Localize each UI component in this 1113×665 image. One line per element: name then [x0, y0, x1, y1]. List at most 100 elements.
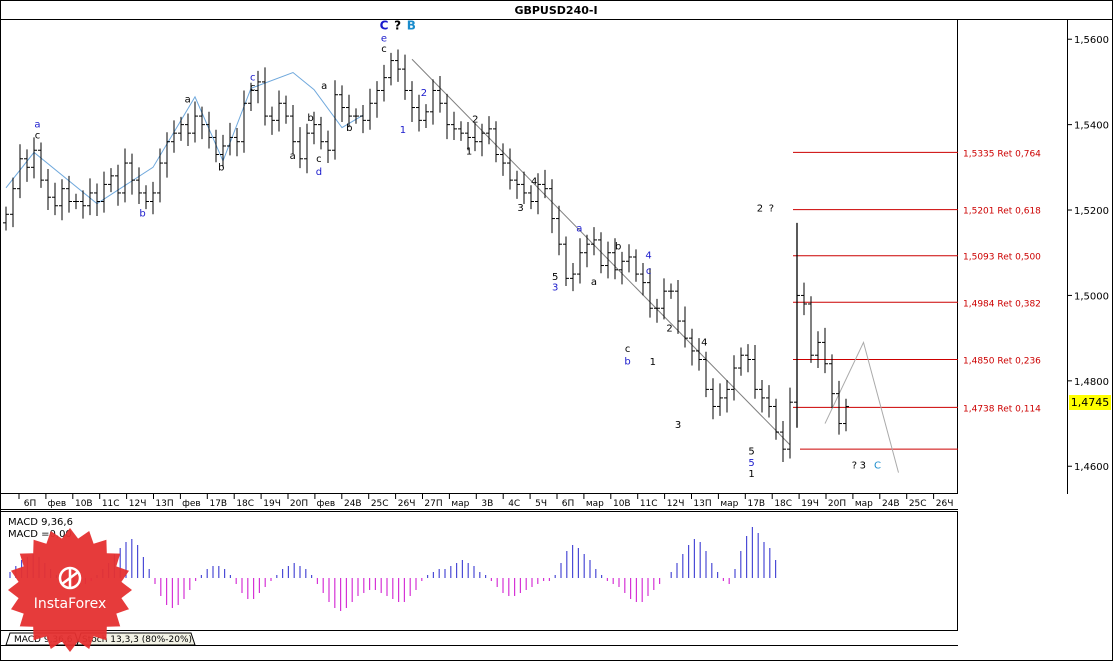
price-bar	[213, 129, 219, 163]
price-bar	[94, 183, 100, 217]
wave-label: 5	[748, 458, 754, 469]
tab-stoch[interactable]: Stoch 13,3,3 (80%-20%)	[82, 635, 192, 645]
wave-label: d	[316, 167, 322, 178]
price-bar	[710, 378, 716, 420]
macd-label: MACD 9,36,6	[8, 517, 73, 528]
wave-label: c	[316, 154, 322, 165]
time-tick-label: 4С	[508, 499, 520, 509]
price-bar	[836, 380, 842, 435]
price-bar	[297, 127, 303, 169]
time-tick-label: фев	[48, 499, 67, 509]
price-bar	[528, 185, 534, 210]
price-tick-label: 1,5600	[1074, 35, 1109, 46]
tab-macd[interactable]: MACD 9,36,6	[14, 635, 73, 645]
price-bar	[542, 169, 548, 199]
wave-label: ?	[852, 460, 857, 471]
wave-label: B	[407, 18, 416, 32]
wave-label: b	[615, 241, 621, 252]
time-tick-label: 6П	[24, 499, 37, 509]
wave-label: c	[646, 266, 652, 277]
price-bar	[570, 262, 576, 292]
time-tick-label: 19Ч	[801, 499, 819, 509]
wave-label: a	[34, 120, 40, 131]
price-bar	[73, 193, 79, 210]
projection-line	[824, 340, 899, 473]
price-bar	[24, 149, 30, 182]
wave-label: 4	[701, 337, 707, 348]
macd-histogram	[9, 527, 777, 611]
chart-title: GBPUSD240-I	[514, 4, 597, 17]
wave-label: 5	[748, 446, 754, 457]
price-bar	[668, 283, 674, 299]
price-bar	[745, 344, 751, 373]
wave-label: b	[346, 123, 352, 134]
fibonacci-levels: 1,5335 Ret 0,764 1,5201 Ret 0,618 1,5093 R…	[793, 149, 1041, 450]
wave-label: 5	[552, 272, 558, 283]
price-bar	[556, 205, 562, 256]
price-bar	[10, 177, 16, 228]
wave-label: 3	[860, 460, 866, 471]
price-bar	[234, 128, 240, 157]
time-tick-label: 25С	[909, 499, 927, 509]
wave-label: a	[576, 223, 582, 234]
time-tick-label: 17В	[747, 499, 765, 509]
price-bar	[3, 206, 9, 231]
price-bar	[535, 173, 541, 215]
price-bar	[220, 134, 226, 168]
time-tick-label: 12Ч	[129, 499, 147, 509]
price-bar	[122, 148, 128, 203]
price-bar	[227, 122, 233, 156]
wave-label: 2	[421, 88, 427, 99]
wave-label: 3	[517, 203, 523, 214]
time-tick-label: мар	[720, 499, 738, 509]
price-bar	[696, 338, 702, 371]
price-bar	[185, 113, 191, 146]
price-bar	[311, 111, 317, 145]
price-bar	[808, 296, 814, 363]
time-tick-label: 18С	[236, 499, 254, 509]
wave-label: ?	[769, 203, 774, 214]
time-tick-label: мар	[855, 499, 873, 509]
price-bar	[17, 144, 23, 199]
price-bar	[619, 251, 625, 285]
price-bar	[409, 81, 415, 123]
price-bar	[206, 111, 212, 149]
wave-label: C	[874, 460, 881, 471]
price-bar	[66, 175, 72, 213]
wave-label: a	[290, 151, 296, 162]
price-bar	[52, 182, 58, 216]
price-bar	[199, 106, 205, 140]
time-tick-label: 5Ч	[535, 499, 547, 509]
price-bar	[332, 80, 338, 160]
price-bar	[829, 354, 835, 409]
price-bar	[171, 120, 177, 153]
price-bar	[605, 241, 611, 279]
price-bar	[801, 282, 807, 316]
price-bar	[752, 344, 758, 399]
price-bar	[493, 121, 499, 163]
time-tick-label: 19Ч	[263, 499, 281, 509]
price-bar	[661, 278, 667, 320]
wave-label: ?	[394, 18, 401, 32]
price-bar	[241, 90, 247, 153]
wave-label: a	[591, 277, 597, 288]
time-tick-label: фев	[317, 499, 336, 509]
price-bar	[451, 111, 457, 140]
time-tick-label: 10В	[613, 499, 631, 509]
fib-level-label: 1,5201 Ret 0,618	[963, 207, 1041, 217]
wave-label: c	[250, 73, 256, 84]
price-bar	[444, 93, 450, 140]
price-bar	[738, 347, 744, 376]
price-tick-label: 1,4800	[1074, 377, 1109, 388]
time-tick-label: 27П	[424, 499, 442, 509]
time-tick-label: 20П	[290, 499, 308, 509]
price-bar	[143, 185, 149, 210]
price-bar	[367, 88, 373, 130]
price-bar	[101, 171, 107, 213]
price-bar	[626, 244, 632, 273]
price-bar	[577, 238, 583, 284]
price-bar	[360, 104, 366, 134]
